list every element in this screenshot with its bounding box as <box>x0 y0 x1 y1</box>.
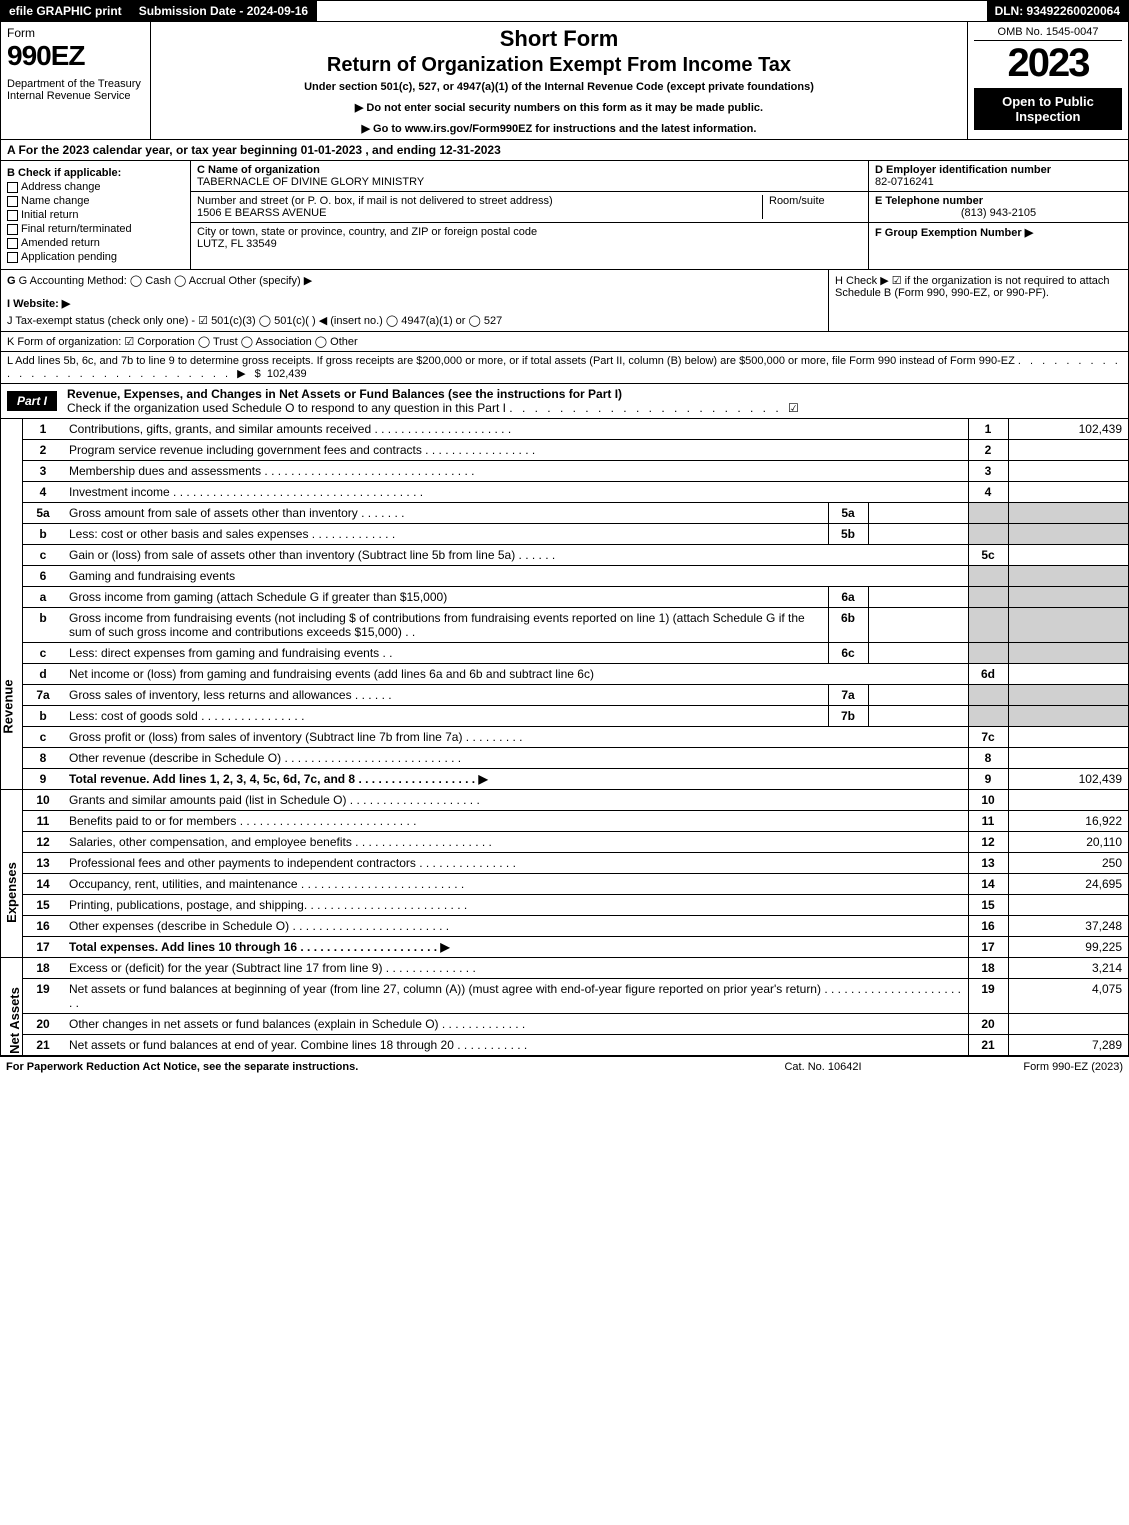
row-a-tax-year: A For the 2023 calendar year, or tax yea… <box>0 140 1129 161</box>
tax-exempt-status: J Tax-exempt status (check only one) - ☑… <box>7 314 822 327</box>
expenses-label: Expenses <box>1 790 23 957</box>
city-label: City or town, state or province, country… <box>197 226 862 238</box>
line-17: 17Total expenses. Add lines 10 through 1… <box>23 937 1128 958</box>
expenses-section: Expenses 10Grants and similar amounts pa… <box>0 790 1129 958</box>
line-13: 13Professional fees and other payments t… <box>23 853 1128 874</box>
cat-no: Cat. No. 10642I <box>723 1061 923 1073</box>
department: Department of the Treasury Internal Reve… <box>7 78 144 102</box>
line-6: 6Gaming and fundraising events <box>23 566 1128 587</box>
open-public-inspection: Open to Public Inspection <box>974 88 1122 130</box>
line-c: cLess: direct expenses from gaming and f… <box>23 643 1128 664</box>
line-c: cGain or (loss) from sale of assets othe… <box>23 545 1128 566</box>
schedule-b-check: H Check ▶ ☑ if the organization is not r… <box>828 270 1128 331</box>
part-1-header: Part I Revenue, Expenses, and Changes in… <box>0 384 1129 419</box>
initial-return-checkbox[interactable] <box>7 210 18 221</box>
line-12: 12Salaries, other compensation, and empl… <box>23 832 1128 853</box>
telephone: (813) 943-2105 <box>875 207 1122 219</box>
dln: DLN: 93492260020064 <box>987 1 1128 21</box>
line-b: bGross income from fundraising events (n… <box>23 608 1128 643</box>
form-header: Form 990EZ Department of the Treasury In… <box>0 22 1129 140</box>
name-change-checkbox[interactable] <box>7 196 18 207</box>
section-b-checkboxes: B Check if applicable: Address change Na… <box>1 161 191 269</box>
line-20: 20Other changes in net assets or fund ba… <box>23 1014 1128 1035</box>
row-k: K Form of organization: ☑ Corporation ◯ … <box>0 332 1129 352</box>
website: I Website: ▶ <box>7 297 822 310</box>
footer: For Paperwork Reduction Act Notice, see … <box>0 1056 1129 1077</box>
org-name: TABERNACLE OF DIVINE GLORY MINISTRY <box>197 176 862 188</box>
section-c: C Name of organization TABERNACLE OF DIV… <box>191 161 868 269</box>
city-state-zip: LUTZ, FL 33549 <box>197 238 862 250</box>
line-19: 19Net assets or fund balances at beginni… <box>23 979 1128 1014</box>
line-15: 15Printing, publications, postage, and s… <box>23 895 1128 916</box>
final-return-checkbox[interactable] <box>7 224 18 235</box>
header-left: Form 990EZ Department of the Treasury In… <box>1 22 151 139</box>
line-7a: 7aGross sales of inventory, less returns… <box>23 685 1128 706</box>
accounting-method: G G Accounting Method: ◯ Cash ◯ Accrual … <box>7 274 822 287</box>
line-5a: 5aGross amount from sale of assets other… <box>23 503 1128 524</box>
line-b: bLess: cost or other basis and sales exp… <box>23 524 1128 545</box>
line-16: 16Other expenses (describe in Schedule O… <box>23 916 1128 937</box>
netassets-section: Net Assets 18Excess or (deficit) for the… <box>0 958 1129 1056</box>
line-14: 14Occupancy, rent, utilities, and mainte… <box>23 874 1128 895</box>
line-10: 10Grants and similar amounts paid (list … <box>23 790 1128 811</box>
section-d-e-f: D Employer identification number 82-0716… <box>868 161 1128 269</box>
revenue-label: Revenue <box>1 419 23 789</box>
line-a: aGross income from gaming (attach Schedu… <box>23 587 1128 608</box>
line-4: 4Investment income . . . . . . . . . . .… <box>23 482 1128 503</box>
room-suite: Room/suite <box>762 195 862 219</box>
line-18: 18Excess or (deficit) for the year (Subt… <box>23 958 1128 979</box>
row-l: L Add lines 5b, 6c, and 7b to line 9 to … <box>0 352 1129 384</box>
paperwork-notice: For Paperwork Reduction Act Notice, see … <box>6 1061 723 1073</box>
header-right: OMB No. 1545-0047 2023 Open to Public In… <box>968 22 1128 139</box>
line-21: 21Net assets or fund balances at end of … <box>23 1035 1128 1056</box>
line-2: 2Program service revenue including gover… <box>23 440 1128 461</box>
part-1-label: Part I <box>7 391 57 411</box>
ssn-note: ▶ Do not enter social security numbers o… <box>159 101 959 114</box>
submission-date: Submission Date - 2024-09-16 <box>131 1 317 21</box>
form-word: Form <box>7 26 144 40</box>
line-11: 11Benefits paid to or for members . . . … <box>23 811 1128 832</box>
section-g-h: G G Accounting Method: ◯ Cash ◯ Accrual … <box>0 270 1129 332</box>
line-9: 9Total revenue. Add lines 1, 2, 3, 4, 5c… <box>23 769 1128 790</box>
form-ref: Form 990-EZ (2023) <box>923 1061 1123 1073</box>
header-mid: Short Form Return of Organization Exempt… <box>151 22 968 139</box>
line-b: bLess: cost of goods sold . . . . . . . … <box>23 706 1128 727</box>
return-title: Return of Organization Exempt From Incom… <box>159 54 959 77</box>
revenue-section: Revenue 1Contributions, gifts, grants, a… <box>0 419 1129 790</box>
addr-label: Number and street (or P. O. box, if mail… <box>197 195 762 207</box>
ein: 82-0716241 <box>875 176 1122 188</box>
line-8: 8Other revenue (describe in Schedule O) … <box>23 748 1128 769</box>
line-c: cGross profit or (loss) from sales of in… <box>23 727 1128 748</box>
application-pending-checkbox[interactable] <box>7 252 18 263</box>
address-change-checkbox[interactable] <box>7 182 18 193</box>
top-bar: efile GRAPHIC print Submission Date - 20… <box>0 0 1129 22</box>
section-b-c-d-e-f: B Check if applicable: Address change Na… <box>0 161 1129 270</box>
street-address: 1506 E BEARSS AVENUE <box>197 207 762 219</box>
tax-year: 2023 <box>974 41 1122 86</box>
line-3: 3Membership dues and assessments . . . .… <box>23 461 1128 482</box>
amended-return-checkbox[interactable] <box>7 238 18 249</box>
line-1: 1Contributions, gifts, grants, and simil… <box>23 419 1128 440</box>
group-exemption: F Group Exemption Number ▶ <box>875 226 1122 239</box>
efile-print-label[interactable]: efile GRAPHIC print <box>1 1 131 21</box>
omb-number: OMB No. 1545-0047 <box>974 26 1122 41</box>
netassets-label: Net Assets <box>1 958 23 1055</box>
short-form-title: Short Form <box>159 26 959 52</box>
under-section: Under section 501(c), 527, or 4947(a)(1)… <box>159 81 959 93</box>
form-number: 990EZ <box>7 40 144 72</box>
instructions-link[interactable]: ▶ Go to www.irs.gov/Form990EZ for instru… <box>159 122 959 135</box>
line-d: dNet income or (loss) from gaming and fu… <box>23 664 1128 685</box>
